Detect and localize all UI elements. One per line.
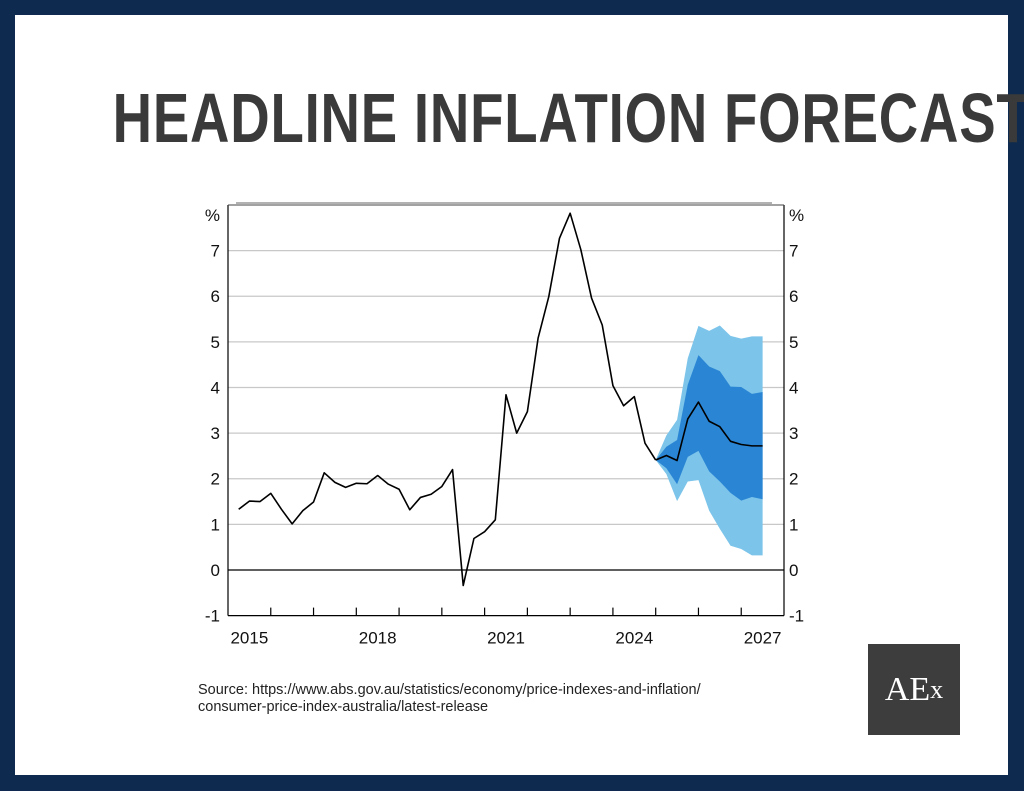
- x-tick-label: 2021: [487, 629, 525, 648]
- y-tick-label-right: -1: [789, 607, 804, 626]
- inner-band: [655, 355, 763, 501]
- y-tick-label-right: 5: [789, 333, 798, 352]
- x-tick-label: 2024: [615, 629, 653, 648]
- y-tick-label-right: 4: [789, 378, 798, 397]
- y-tick-label-left: 1: [211, 515, 220, 534]
- y-tick-label-left: 0: [211, 561, 220, 580]
- y-tick-label-left: 3: [211, 424, 220, 443]
- y-tick-label-left: 6: [211, 287, 220, 306]
- y-tick-label-left: 5: [211, 333, 220, 352]
- y-tick-label-right: 6: [789, 287, 798, 306]
- y-tick-label-left: -1: [205, 607, 220, 626]
- y-unit-left: %: [205, 206, 220, 225]
- y-tick-label-right: 3: [789, 424, 798, 443]
- forecast-line: [655, 401, 763, 462]
- y-tick-label-left: 4: [211, 378, 220, 397]
- x-tick-label: 2027: [744, 629, 782, 648]
- actual-line: [238, 212, 657, 587]
- source-note: Source: https://www.abs.gov.au/statistic…: [198, 682, 701, 716]
- y-tick-label-right: 0: [789, 561, 798, 580]
- y-tick-label-right: 7: [789, 242, 798, 261]
- y-tick-label-left: 7: [211, 242, 220, 261]
- x-tick-label: 2015: [230, 629, 268, 648]
- y-tick-label-right: 2: [789, 470, 798, 489]
- axes: -1 -1 0 0 1 1 2 2 3 3 4 4 5 5 6 6 7 7% % 2015 2018 2021 2024 20…: [205, 202, 804, 648]
- aex-logo: AE x: [868, 644, 960, 735]
- card-panel: [15, 15, 1008, 775]
- x-tick-label: 2018: [359, 629, 397, 648]
- series-lines: [238, 212, 763, 587]
- y-tick-label-left: 2: [211, 470, 220, 489]
- y-tick-label-right: 1: [789, 515, 798, 534]
- source-line-1: Source: https://www.abs.gov.au/statistic…: [198, 682, 701, 698]
- forecast-bands: [655, 325, 763, 556]
- y-unit-right: %: [789, 206, 804, 225]
- source-line-2: consumer-price-index-australia/latest-re…: [198, 699, 489, 715]
- chart-title: HEADLINE INFLATION FORECAST: [112, 79, 1024, 157]
